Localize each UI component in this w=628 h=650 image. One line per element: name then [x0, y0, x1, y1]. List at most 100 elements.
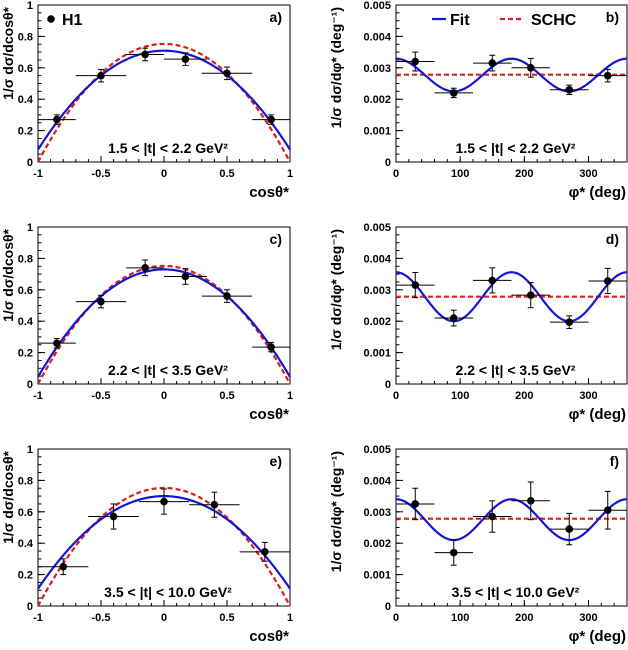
y-tick-label: 0.6: [18, 63, 33, 75]
y-tick-label: 0.8: [18, 253, 33, 265]
plot-frame: [37, 448, 291, 607]
data-marker: [97, 71, 105, 80]
data-marker: [261, 548, 269, 556]
fit-curve: [395, 271, 628, 323]
data-point: [550, 315, 589, 329]
x-tick-label: 200: [515, 612, 533, 624]
x-axis-title: cosθ*: [249, 406, 289, 423]
x-tick-label: 0: [161, 390, 167, 402]
data-marker: [411, 281, 420, 289]
data-point: [473, 267, 512, 294]
x-tick-label: 0: [393, 390, 399, 402]
data-point: [164, 268, 207, 285]
data-marker: [267, 343, 275, 351]
panel-f: 0 100 200 300 0 0.001 0.002 0.003 0.004 0.005 f) 3.…: [328, 444, 628, 645]
panel-d: 0 100 200 300 0 0.001 0.002 0.003 0.004 0.005 d) 2.…: [328, 222, 628, 423]
x-tick-label: 1: [287, 390, 293, 402]
panel-label: b): [606, 9, 619, 25]
x-tick-label: 0: [161, 168, 167, 180]
y-tick-label: 0: [385, 157, 391, 169]
panel-label: f): [610, 453, 619, 469]
y-tick-label: 0: [385, 601, 391, 613]
data-point: [252, 114, 290, 125]
plot-frame: [37, 226, 291, 385]
x-tick-label: 0.5: [219, 168, 234, 180]
data-marker: [97, 297, 105, 306]
y-tick-label: 0.003: [363, 507, 391, 519]
fit-curve: [37, 49, 291, 151]
x-tick-label: 200: [515, 168, 533, 180]
x-axis-title: cosθ*: [249, 184, 289, 201]
data-marker: [603, 506, 612, 515]
x-tick-label: 100: [451, 612, 469, 624]
y-tick-label: 0.005: [363, 0, 391, 12]
panel-b: 0 100 200 300 0 0.001 0.002 0.003 0.004 0.005 b) 1.…: [328, 0, 628, 201]
data-point: [396, 51, 435, 72]
data-marker: [526, 291, 535, 299]
y-tick-label: 0: [27, 157, 33, 169]
y-axis-title: 1/σ dσ/dφ* (deg⁻¹): [328, 7, 344, 128]
y-tick-label: 0.004: [363, 31, 391, 43]
panel-label: e): [270, 453, 282, 469]
x-tick-label: 100: [451, 168, 469, 180]
y-tick-label: 0: [27, 601, 33, 613]
x-tick-label: 200: [515, 390, 533, 402]
data-marker: [223, 69, 231, 78]
data-point: [126, 259, 164, 277]
x-tick-label: 300: [579, 390, 597, 402]
data-marker: [53, 115, 61, 124]
data-marker: [411, 500, 420, 508]
data-marker: [267, 115, 275, 124]
t-range-label: 1.5 < |t| < 2.2 GeV²: [108, 140, 228, 156]
data-marker: [488, 59, 497, 67]
data-marker: [53, 339, 61, 347]
data-point: [75, 294, 127, 309]
data-point: [588, 267, 627, 295]
data-point: [38, 558, 89, 576]
y-tick-label: 0.2: [18, 348, 33, 360]
data-point: [164, 52, 207, 66]
data-point: [75, 68, 127, 83]
y-tick-label: 0.003: [363, 285, 391, 297]
panel-label: d): [606, 231, 619, 247]
data-point: [434, 539, 473, 566]
y-tick-label: 0.004: [363, 475, 391, 487]
y-tick-label: 1: [27, 444, 33, 456]
y-tick-label: 0.4: [18, 94, 34, 106]
data-marker: [603, 71, 612, 80]
x-tick-label: 0.5: [219, 612, 234, 624]
y-tick-label: 0: [385, 379, 391, 391]
data-point: [511, 282, 550, 309]
data-point: [88, 503, 139, 530]
data-marker: [59, 562, 67, 571]
data-marker: [223, 292, 231, 300]
x-tick-label: -1: [33, 390, 43, 402]
panel-a: -1 -0.5 0 0.5 1 0 0.2 0.4 0.6 0.8 1 a) 1.5 < |t| < 2…: [0, 0, 293, 201]
schc-curve: [37, 42, 291, 163]
t-range-label: 2.2 < |t| < 3.5 GeV²: [108, 362, 228, 378]
data-marker: [181, 55, 190, 63]
data-point: [511, 57, 550, 78]
data-point: [201, 66, 253, 81]
data-marker: [565, 525, 574, 533]
x-tick-label: 1: [287, 168, 293, 180]
legend-h1-marker: [47, 15, 55, 23]
y-tick-label: 0.2: [18, 570, 33, 582]
y-axis-title: 1/σ dσ/dφ* (deg⁻¹): [328, 451, 344, 572]
t-range-label: 3.5 < |t| < 10.0 GeV²: [452, 584, 580, 600]
x-tick-label: 300: [579, 168, 597, 180]
data-point: [126, 47, 164, 62]
data-point: [550, 84, 589, 95]
legend-schc-label: SCHC: [531, 12, 577, 29]
x-tick-label: -0.5: [92, 168, 111, 180]
t-range-label: 2.2 < |t| < 3.5 GeV²: [456, 362, 576, 378]
y-tick-label: 0.001: [363, 348, 391, 360]
panel-e: -1 -0.5 0 0.5 1 0 0.2 0.4 0.6 0.8 1 e) 3.5 < |t| < 1…: [0, 444, 293, 645]
y-tick-label: 0.002: [363, 538, 391, 550]
y-tick-label: 0.004: [363, 253, 391, 265]
y-tick-label: 0.001: [363, 570, 391, 582]
data-marker: [488, 512, 497, 521]
y-axis-title: 1/σ dσ/dcosθ*: [0, 228, 16, 321]
schc-curve: [37, 486, 291, 607]
